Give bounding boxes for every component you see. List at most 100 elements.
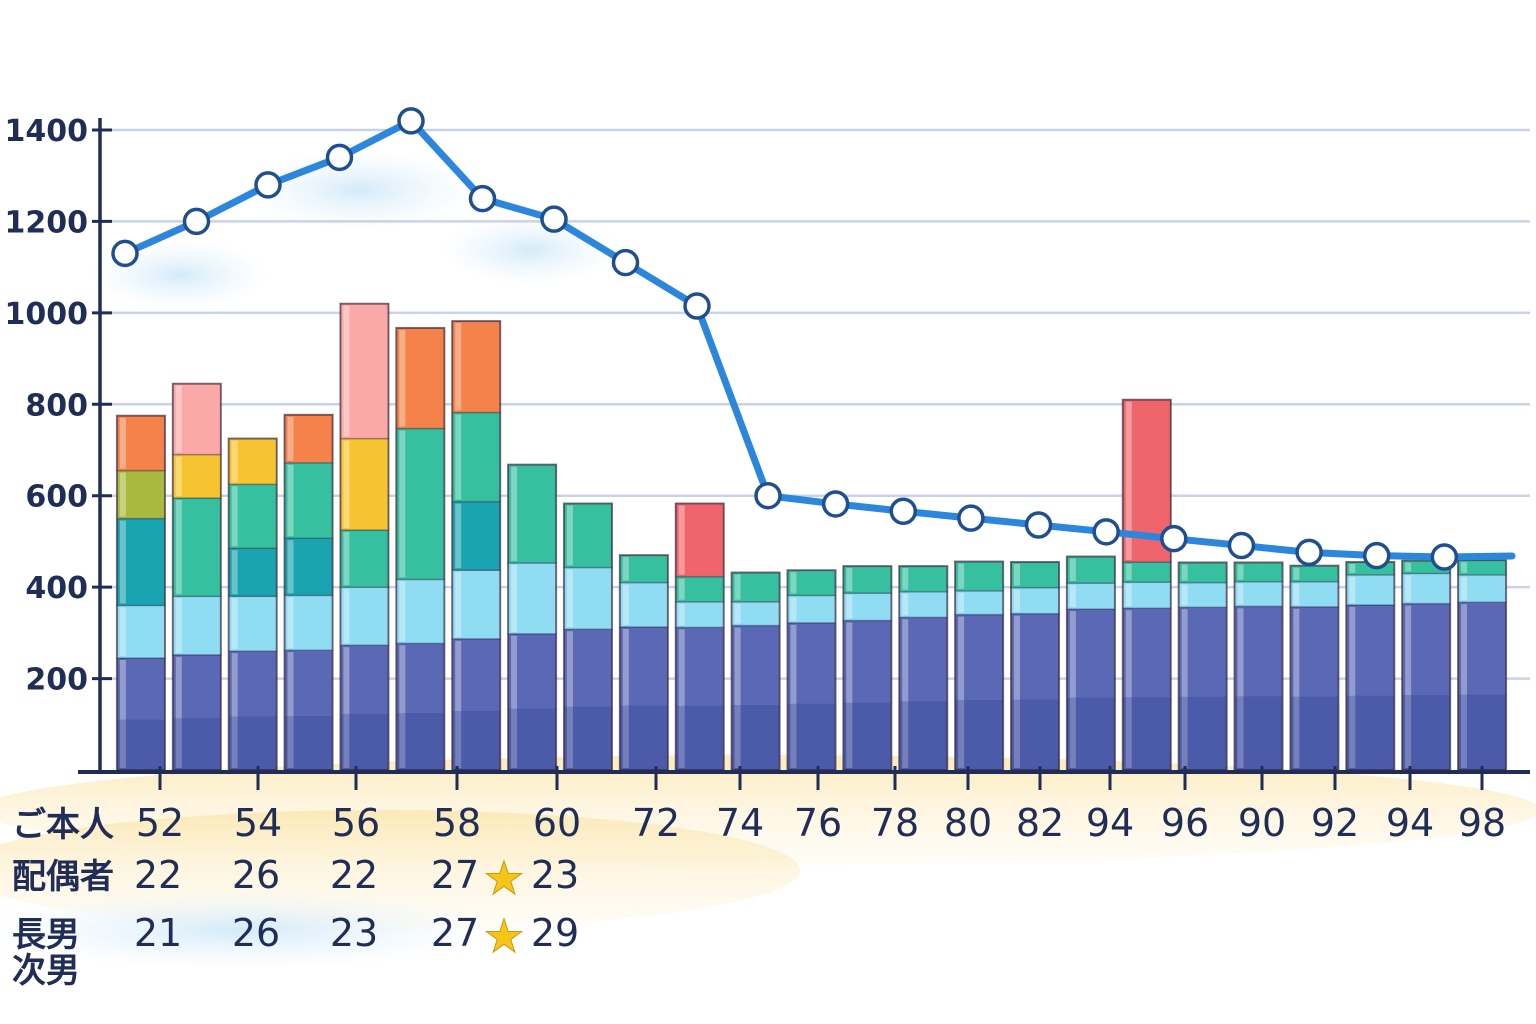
bar-highlight [846, 622, 853, 768]
bar-highlight [1237, 608, 1244, 768]
bar-highlight [1293, 567, 1300, 580]
bar-stack [898, 565, 949, 771]
bar-highlight [1293, 608, 1300, 768]
bar-highlight [1461, 604, 1468, 768]
bar-highlight [343, 532, 350, 586]
bar-stack [115, 414, 166, 771]
bar-highlight [287, 540, 294, 594]
bar-highlight [1237, 583, 1244, 605]
bar-highlight [231, 653, 238, 768]
line-point [325, 143, 354, 172]
bar-highlight [790, 597, 797, 621]
bar-shade [228, 716, 277, 770]
bar-stack [730, 571, 781, 771]
bar-segment [1457, 601, 1507, 771]
bar-shade [452, 710, 501, 770]
bar-highlight [399, 329, 406, 427]
bar-highlight [455, 572, 462, 637]
bar-highlight [958, 592, 965, 613]
star-icon: ★ [483, 909, 524, 963]
bar-highlight [287, 416, 294, 461]
bar-highlight [622, 557, 629, 581]
bar-highlight [902, 593, 909, 616]
bar-highlight [231, 550, 238, 595]
bar-stack [1177, 561, 1228, 772]
row-value: 72 [632, 801, 680, 845]
bar-stack [395, 326, 446, 771]
y-tick-label: 1400 [5, 114, 89, 149]
background-decor [0, 150, 1536, 970]
bar-highlight [1125, 584, 1132, 607]
row-value: 52 [136, 801, 184, 845]
x-axis [78, 766, 1530, 790]
bar-stack [171, 382, 222, 771]
row-value: 80 [944, 801, 992, 845]
bar-highlight [175, 598, 182, 653]
bar-highlight [566, 505, 573, 566]
row-value: 56 [332, 801, 380, 845]
bar-shade [731, 704, 780, 770]
bar-stack [1457, 559, 1508, 772]
bar-segment [674, 502, 725, 578]
bar-shade [396, 713, 445, 770]
line-point [111, 239, 139, 268]
row-value: 78 [871, 801, 919, 845]
bar-stack [674, 502, 725, 771]
row-value: 54 [234, 801, 282, 845]
bar-highlight [958, 563, 965, 589]
bars [115, 302, 1508, 772]
bar-highlight [287, 652, 294, 768]
bar-segment [339, 437, 390, 531]
bar-highlight [1013, 615, 1020, 768]
bar-shade [1458, 694, 1507, 770]
bar-segment [283, 537, 334, 597]
bar-highlight [734, 627, 741, 768]
bar-segment [674, 626, 725, 771]
bar-segment [1401, 572, 1451, 605]
line-point [1295, 538, 1323, 567]
line-point [1362, 541, 1391, 570]
bar-highlight [678, 629, 685, 768]
bar-highlight [1181, 564, 1188, 581]
line-point [611, 248, 640, 277]
bar-highlight [678, 505, 685, 575]
bar-highlight [287, 464, 294, 537]
row-value: 26 [232, 853, 280, 897]
bar-highlight [287, 597, 294, 649]
gridlines [100, 128, 1530, 680]
bar-shade [508, 708, 557, 770]
row-value: 82 [1016, 801, 1064, 845]
bar-highlight [119, 607, 126, 656]
bar-shade [1010, 699, 1060, 770]
bar-shade [1122, 697, 1171, 770]
bar-segment [172, 382, 222, 456]
bar-segment [898, 616, 949, 771]
bar-shade [1066, 697, 1115, 770]
bar-stack [1009, 561, 1061, 771]
bar-highlight [1069, 585, 1076, 608]
bar-shade [116, 719, 165, 770]
bar-highlight [1181, 609, 1188, 768]
bar-highlight [455, 503, 462, 569]
bar-segment [842, 619, 893, 771]
line-point [540, 205, 568, 233]
bar-segment [1010, 612, 1060, 771]
bar-highlight [902, 568, 909, 590]
line-series [111, 107, 1516, 571]
bar-highlight [231, 598, 238, 650]
line-point [889, 497, 918, 526]
line-point [397, 107, 425, 135]
row-label: 次男 [12, 951, 80, 991]
bar-highlight [622, 628, 629, 768]
bar-highlight [1461, 562, 1468, 573]
line-point [1160, 524, 1188, 553]
bar-segment [842, 592, 893, 622]
bar-segment [339, 302, 390, 440]
bar-highlight [399, 430, 406, 578]
bar-highlight [175, 656, 182, 768]
row-value: 76 [794, 801, 842, 845]
bar-segment [619, 581, 669, 628]
bar-highlight [846, 568, 853, 592]
row-value: 26 [232, 911, 280, 955]
bar-stack [1065, 555, 1116, 771]
